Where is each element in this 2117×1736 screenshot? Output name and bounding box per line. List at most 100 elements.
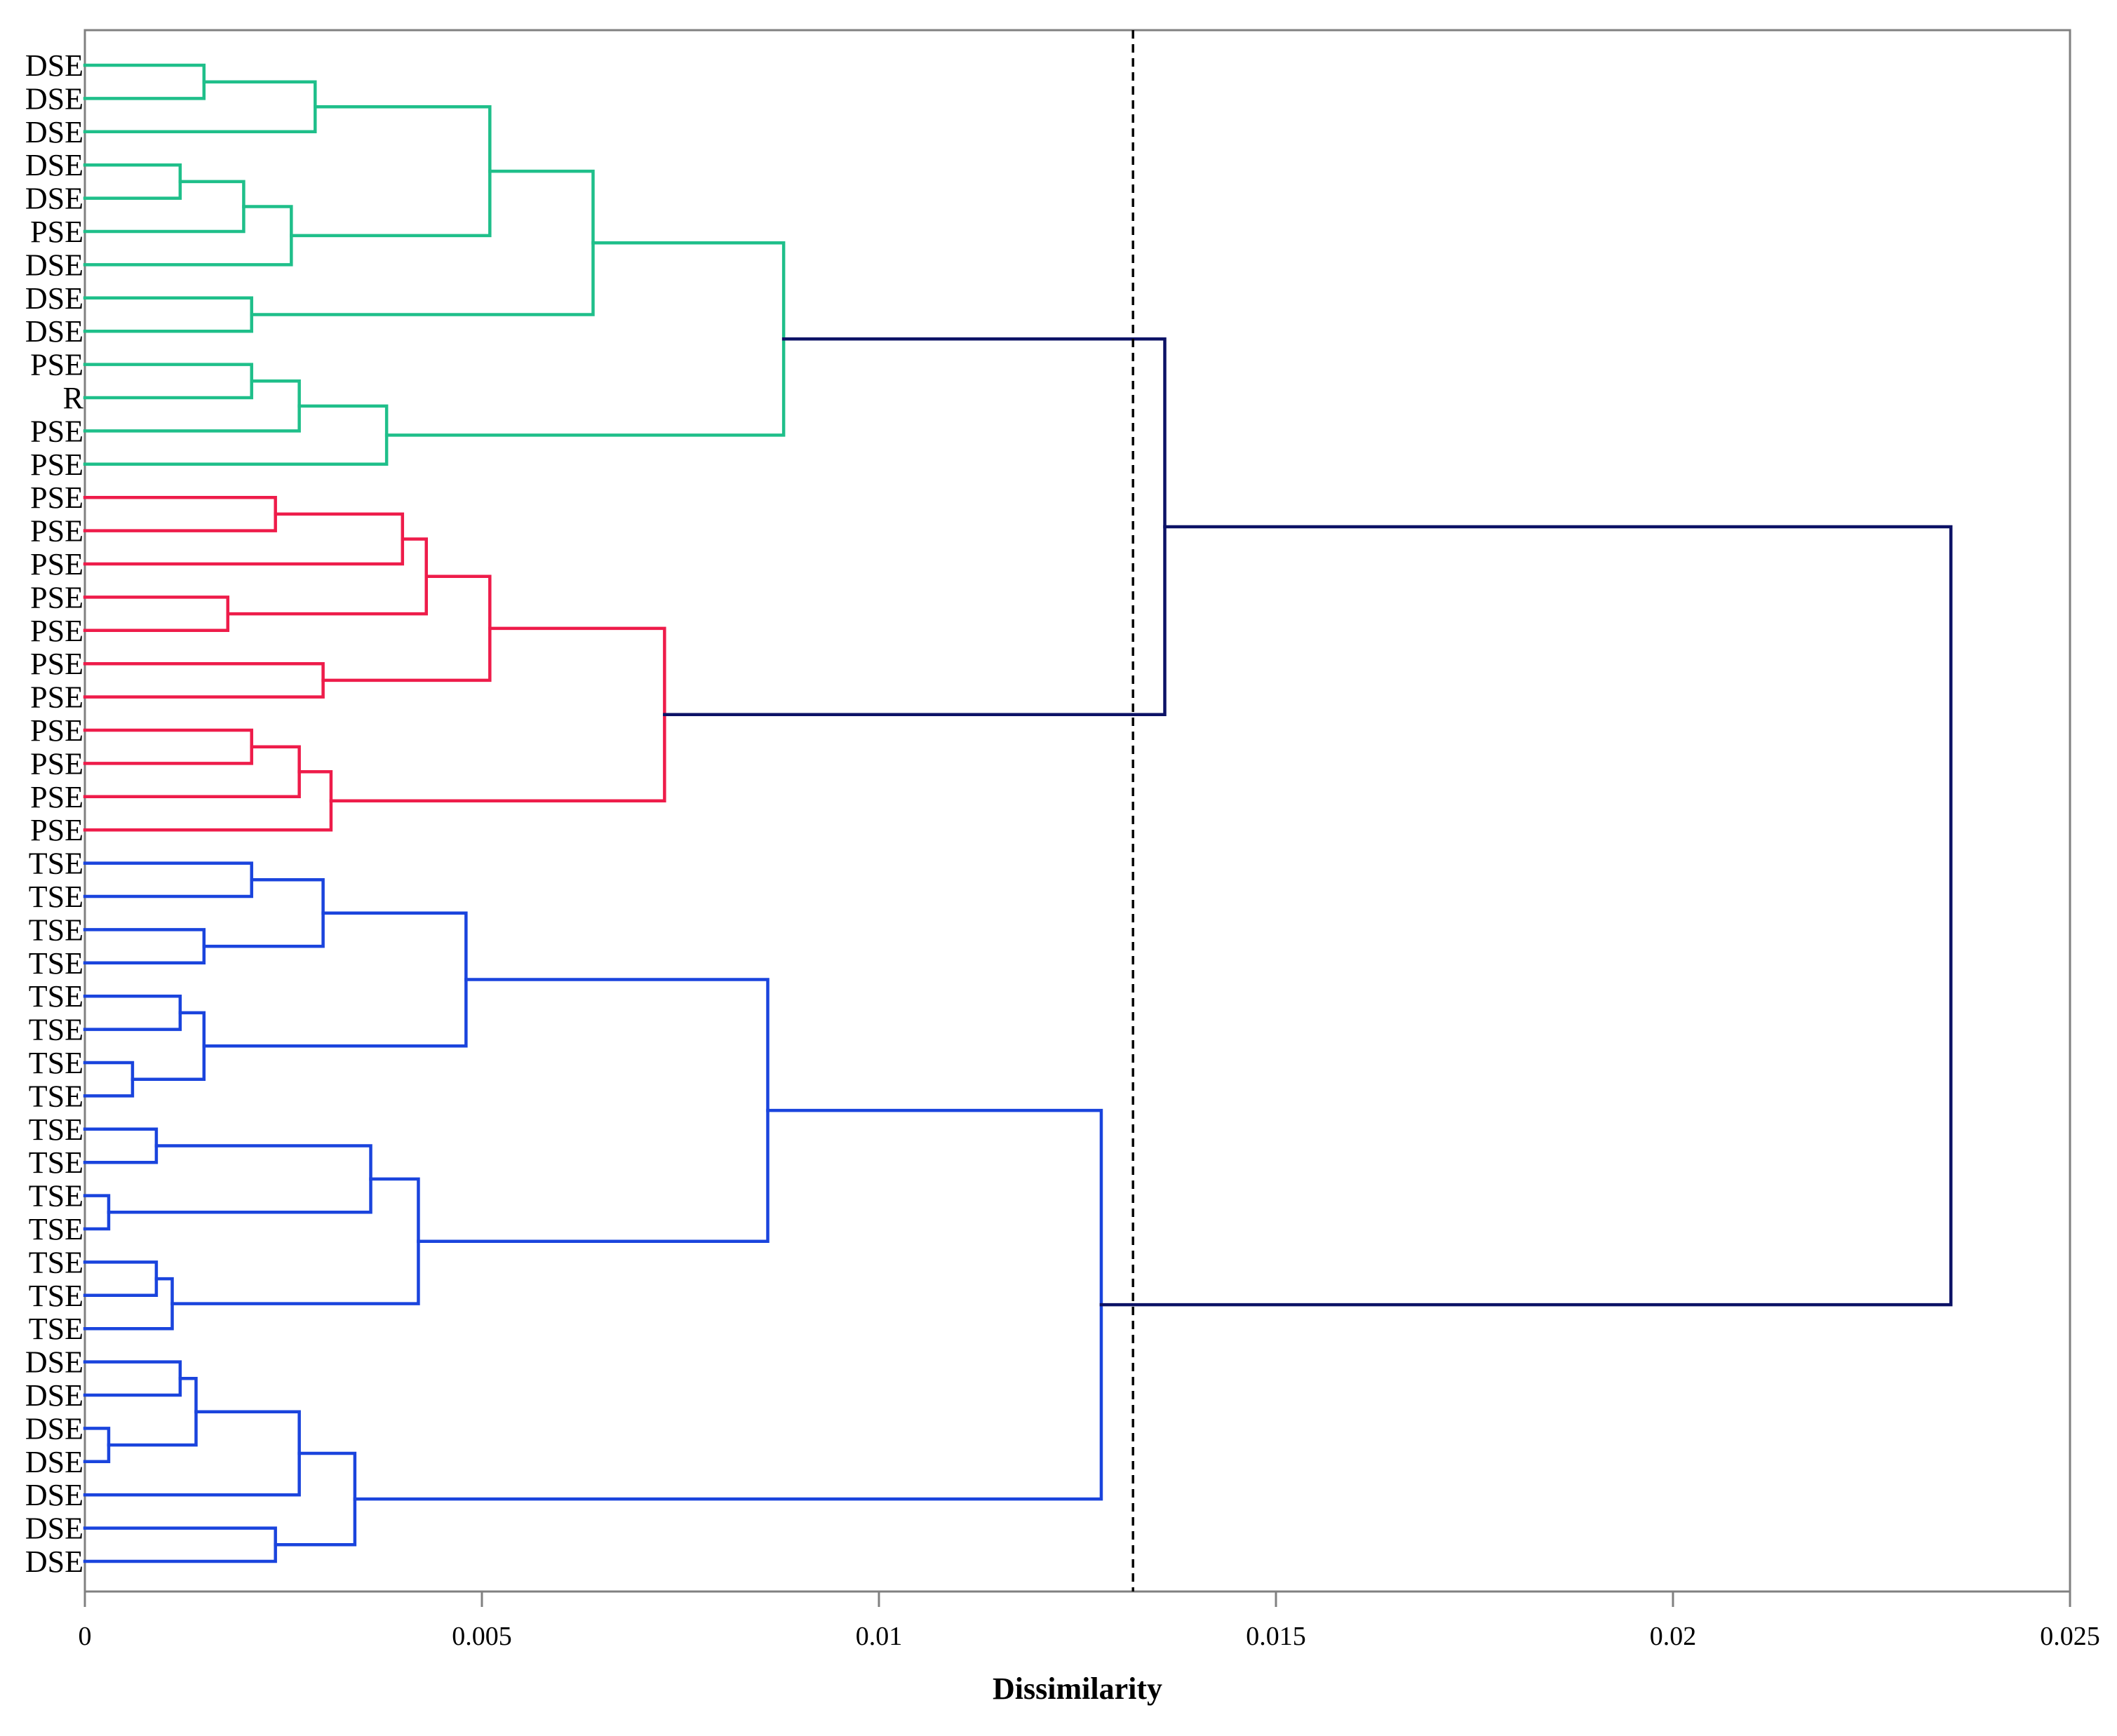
leaf-label: DSE [25, 1445, 83, 1479]
branch-red-13 [83, 512, 405, 566]
branch-red-16 [83, 661, 325, 699]
leaf-label: TSE [29, 979, 83, 1014]
branch-blue-29 [83, 1127, 159, 1164]
branch-green-8 [83, 363, 253, 400]
branch-green-7 [250, 169, 595, 316]
branch-blue-34 [170, 1177, 420, 1305]
branch-blue-37 [83, 1427, 111, 1464]
leaf-labels: DSEDSEDSEDSEDSEPSEDSEDSEDSEPSERPSEPSEPSE… [25, 48, 84, 1579]
branch-blue-36 [83, 1360, 182, 1397]
leaf-label: TSE [29, 1145, 83, 1180]
leaf-label: PSE [30, 680, 83, 715]
leaf-label: PSE [30, 480, 83, 515]
leaf-label: R [63, 381, 84, 415]
leaf-label: TSE [29, 946, 83, 981]
leaf-label: DSE [25, 1411, 83, 1446]
branch-blue-42 [353, 1108, 1103, 1501]
branch-red-19 [83, 745, 301, 799]
leaf-label: TSE [29, 1112, 83, 1147]
leaf-label: PSE [30, 215, 83, 249]
leaf-label: DSE [25, 1512, 83, 1546]
leaf-label: TSE [29, 913, 83, 947]
x-tick-label: 0.02 [1650, 1622, 1697, 1651]
leaf-label: PSE [30, 514, 83, 549]
branch-blue-39 [83, 1410, 301, 1497]
x-tick-label: 0.01 [856, 1622, 903, 1651]
x-tick-label: 0.005 [452, 1622, 512, 1651]
leaf-label: TSE [29, 1279, 83, 1313]
branch-red-20 [83, 770, 333, 832]
leaf-label: PSE [30, 746, 83, 781]
leaf-label: PSE [30, 780, 83, 814]
branch-blue-38 [107, 1377, 198, 1447]
branch-red-15 [226, 537, 429, 616]
branch-green-6 [83, 296, 253, 333]
branch-blue-23 [83, 928, 206, 965]
leaf-label: TSE [29, 1179, 83, 1213]
branch-green-1 [83, 80, 317, 134]
leaf-label: PSE [30, 348, 83, 382]
branch-green-2 [83, 163, 182, 200]
branch-blue-35 [417, 978, 769, 1244]
branch-red-17 [321, 574, 492, 682]
branch-green-4 [83, 205, 293, 267]
branch-red-12 [83, 495, 277, 532]
leaf-label: DSE [25, 1378, 83, 1413]
leaf-label: DSE [25, 1545, 83, 1579]
dendrogram-branches [83, 63, 1953, 1563]
leaf-label: PSE [30, 414, 83, 448]
leaf-label: TSE [29, 1079, 83, 1113]
leaf-label: TSE [29, 1046, 83, 1080]
leaf-label: PSE [30, 713, 83, 748]
branch-green-10 [83, 404, 389, 466]
leaf-label: PSE [30, 647, 83, 681]
leaf-label: DSE [25, 1345, 83, 1380]
x-axis-title: Dissimilarity [993, 1671, 1162, 1706]
branch-green-9 [83, 379, 301, 433]
branch-blue-31 [107, 1144, 372, 1214]
branch-green-5 [290, 105, 492, 238]
branch-navy-43 [663, 337, 1167, 717]
branch-green-0 [83, 63, 206, 100]
leaf-label: DSE [25, 314, 83, 349]
branch-navy-44 [1099, 525, 1953, 1307]
branch-blue-40 [83, 1526, 277, 1563]
leaf-label: TSE [29, 1013, 83, 1047]
branch-red-18 [83, 728, 253, 765]
branch-blue-26 [83, 1061, 135, 1098]
leaf-label: DSE [25, 81, 83, 116]
leaf-label: TSE [29, 847, 83, 881]
leaf-label: DSE [25, 48, 83, 83]
branch-blue-41 [274, 1451, 357, 1547]
leaf-label: DSE [25, 248, 83, 282]
x-tick-label: 0.025 [2040, 1622, 2100, 1651]
leaf-label: DSE [25, 281, 83, 316]
leaf-label: PSE [30, 580, 83, 614]
branch-blue-30 [83, 1194, 111, 1231]
x-axis: 0 0.005 0.01 0.015 0.02 0.025 [79, 1592, 2100, 1651]
leaf-label: TSE [29, 1212, 83, 1246]
branch-green-3 [83, 180, 246, 234]
leaf-label: PSE [30, 547, 83, 581]
leaf-label: TSE [29, 1245, 83, 1279]
leaf-label: DSE [25, 1478, 83, 1512]
branch-blue-33 [83, 1277, 174, 1331]
branch-blue-25 [83, 994, 182, 1031]
branch-red-14 [83, 596, 230, 633]
branch-green-11 [384, 241, 786, 437]
leaf-label: PSE [30, 448, 83, 482]
leaf-label: DSE [25, 182, 83, 216]
leaf-label: PSE [30, 614, 83, 648]
leaf-label: PSE [30, 813, 83, 847]
plot-frame [83, 29, 2071, 1593]
branch-blue-24 [202, 878, 325, 948]
x-tick-label: 0 [79, 1622, 92, 1651]
leaf-label: TSE [29, 1312, 83, 1346]
branch-blue-32 [83, 1260, 159, 1298]
leaf-label: DSE [25, 115, 83, 149]
leaf-label: DSE [25, 148, 83, 182]
branch-blue-27 [130, 1011, 206, 1081]
leaf-label: TSE [29, 880, 83, 914]
branch-red-21 [329, 626, 666, 802]
